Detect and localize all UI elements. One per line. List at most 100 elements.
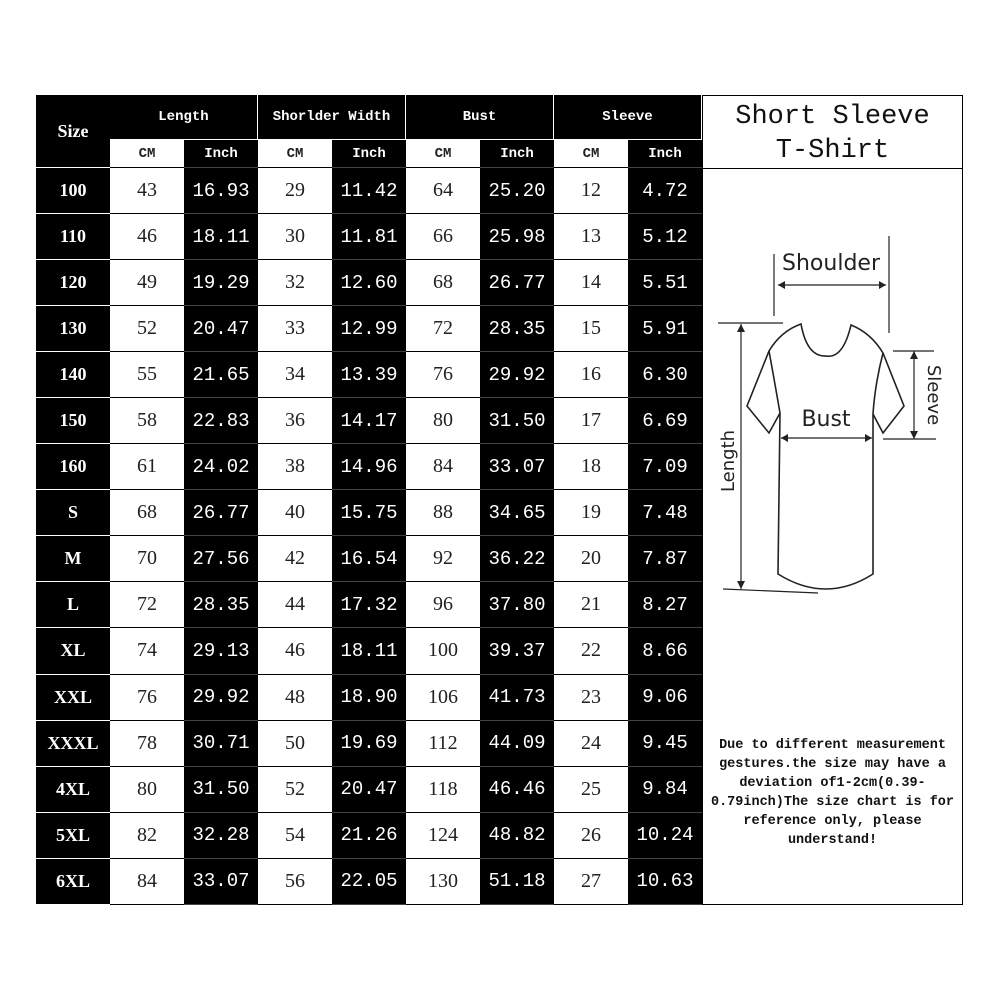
table-cell: 20 (554, 536, 628, 583)
tshirt-diagram: Shoulder Bust Sleeve Length (718, 236, 944, 594)
table-cell: 88 (406, 490, 480, 537)
table-cell: 25.20 (480, 168, 554, 215)
table-cell: 7.09 (628, 444, 702, 491)
table-cell: 9.84 (628, 766, 702, 813)
table-cell: 13 (554, 214, 628, 261)
table-cell: 66 (406, 214, 480, 261)
table-cell: 42 (258, 536, 332, 583)
table-cell: 13.39 (332, 352, 406, 399)
bust-label: Bust (801, 407, 850, 432)
table-cell: 106 (406, 674, 480, 721)
table-cell: 44 (258, 582, 332, 629)
table-cell: 78 (110, 720, 184, 767)
table-cell: 6.69 (628, 398, 702, 445)
table-cell: 30 (258, 214, 332, 261)
table-cell: 118 (406, 766, 480, 813)
table-cell: 48.82 (480, 812, 554, 859)
size-cell: 100 (36, 168, 110, 215)
unit-header-cm: CM (258, 140, 332, 168)
table-cell: 19 (554, 490, 628, 537)
size-cell: 6XL (36, 858, 110, 905)
size-cell: 150 (36, 398, 110, 445)
unit-header-cm: CM (554, 140, 628, 168)
table-cell: 18 (554, 444, 628, 491)
table-cell: 30.71 (184, 720, 258, 767)
table-cell: 84 (110, 858, 184, 905)
table-cell: 12.99 (332, 306, 406, 353)
table-cell: 26.77 (480, 260, 554, 307)
table-cell: 24 (554, 720, 628, 767)
table-cell: 26 (554, 812, 628, 859)
table-cell: 46 (258, 628, 332, 675)
table-cell: 7.48 (628, 490, 702, 537)
size-cell: 140 (36, 352, 110, 399)
table-cell: 33.07 (184, 858, 258, 905)
size-cell: M (36, 536, 110, 583)
table-cell: 15.75 (332, 490, 406, 537)
table-cell: 8.66 (628, 628, 702, 675)
table-cell: 64 (406, 168, 480, 215)
table-cell: 50 (258, 720, 332, 767)
measurement-note: Due to different measurement gestures.th… (710, 738, 955, 848)
table-cell: 80 (406, 398, 480, 445)
table-cell: 37.80 (480, 582, 554, 629)
table-cell: 52 (258, 766, 332, 813)
table-cell: 34.65 (480, 490, 554, 537)
table-cell: 70 (110, 536, 184, 583)
table-cell: 46.46 (480, 766, 554, 813)
table-cell: 58 (110, 398, 184, 445)
size-cell: 5XL (36, 812, 110, 859)
table-cell: 28.35 (480, 306, 554, 353)
table-cell: 100 (406, 628, 480, 675)
group-header: Length (110, 95, 258, 140)
unit-header-inch: Inch (480, 140, 554, 168)
table-cell: 21.26 (332, 812, 406, 859)
table-cell: 9.06 (628, 674, 702, 721)
table-cell: 84 (406, 444, 480, 491)
table-cell: 11.81 (332, 214, 406, 261)
table-cell: 21.65 (184, 352, 258, 399)
table-cell: 11.42 (332, 168, 406, 215)
table-cell: 40 (258, 490, 332, 537)
table-cell: 5.51 (628, 260, 702, 307)
unit-header-cm: CM (110, 140, 184, 168)
table-cell: 18.90 (332, 674, 406, 721)
table-cell: 18.11 (332, 628, 406, 675)
table-cell: 34 (258, 352, 332, 399)
shoulder-label: Shoulder (782, 251, 881, 276)
table-cell: 43 (110, 168, 184, 215)
table-cell: 21 (554, 582, 628, 629)
table-cell: 14.96 (332, 444, 406, 491)
table-cell: 124 (406, 812, 480, 859)
table-cell: 29.13 (184, 628, 258, 675)
table-cell: 19.69 (332, 720, 406, 767)
table-cell: 25 (554, 766, 628, 813)
table-cell: 17.32 (332, 582, 406, 629)
table-cell: 36 (258, 398, 332, 445)
table-cell: 49 (110, 260, 184, 307)
table-cell: 10.24 (628, 812, 702, 859)
table-cell: 32.28 (184, 812, 258, 859)
table-cell: 27 (554, 858, 628, 905)
table-cell: 48 (258, 674, 332, 721)
size-cell: 160 (36, 444, 110, 491)
table-cell: 17 (554, 398, 628, 445)
size-cell: 120 (36, 260, 110, 307)
table-cell: 92 (406, 536, 480, 583)
table-cell: 44.09 (480, 720, 554, 767)
table-cell: 12 (554, 168, 628, 215)
table-cell: 56 (258, 858, 332, 905)
product-title: Short Sleeve T-Shirt (703, 96, 962, 169)
info-panel: Short Sleeve T-Shirt (702, 95, 963, 905)
unit-header-inch: Inch (184, 140, 258, 168)
table-cell: 29.92 (184, 674, 258, 721)
table-cell: 31.50 (480, 398, 554, 445)
length-label: Length (718, 430, 739, 492)
table-cell: 10.63 (628, 858, 702, 905)
table-cell: 130 (406, 858, 480, 905)
table-cell: 9.45 (628, 720, 702, 767)
table-cell: 7.87 (628, 536, 702, 583)
title-line-1: Short Sleeve (735, 102, 930, 132)
table-cell: 12.60 (332, 260, 406, 307)
table-cell: 23 (554, 674, 628, 721)
